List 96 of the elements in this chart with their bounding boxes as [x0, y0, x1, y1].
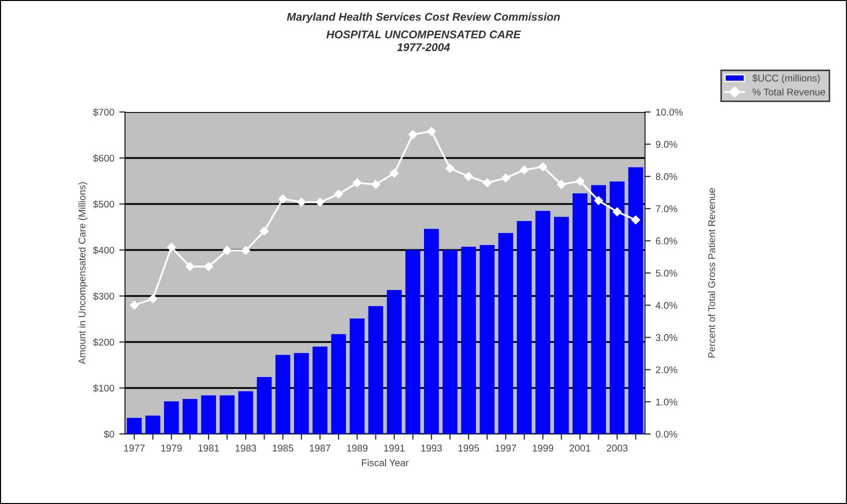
- y2-tick-label: 10.0%: [656, 108, 683, 116]
- y2-tick-label: 0.0%: [656, 430, 678, 438]
- point: [186, 262, 194, 272]
- x-tick-label: 1989: [347, 444, 368, 452]
- point: [130, 300, 139, 310]
- point: [148, 294, 158, 304]
- y-tick-label: $100: [93, 384, 114, 392]
- y2-tick-label: 8.0%: [656, 173, 678, 180]
- point: [166, 242, 176, 252]
- bar: [461, 246, 476, 434]
- bar: [164, 401, 179, 434]
- y2-tick-label: 5.0%: [656, 270, 678, 277]
- point: [482, 178, 492, 188]
- point: [538, 162, 548, 172]
- bar: [256, 376, 272, 434]
- bar: [331, 334, 346, 434]
- y-tick-label: $600: [93, 154, 114, 162]
- x-tick-label: 1979: [161, 444, 182, 452]
- point: [594, 196, 604, 205]
- point: [631, 215, 640, 224]
- point: [612, 207, 622, 216]
- bar: [480, 244, 495, 434]
- point: [352, 178, 362, 188]
- bar: [386, 290, 402, 434]
- bar: [294, 353, 309, 434]
- x-axis-title: Fiscal Year: [362, 459, 409, 466]
- point: [204, 262, 214, 272]
- y2-tick-label: 7.0%: [656, 205, 678, 212]
- chart-title: Maryland Health Services Cost Review Commission: [286, 12, 560, 23]
- y2-tick-label: 2.0%: [656, 366, 678, 374]
- bar: [498, 232, 514, 434]
- bar: [610, 181, 625, 434]
- x-tick-label: 1991: [384, 444, 405, 452]
- x-tick-label: 2001: [570, 444, 590, 452]
- x-tick-label: 1993: [421, 444, 442, 452]
- y2-tick-label: 6.0%: [656, 238, 678, 244]
- bar: [628, 167, 644, 434]
- point: [296, 198, 306, 207]
- y-axis-title: Amount in Uncompensated Care (Millions): [78, 182, 88, 364]
- x-tick-label: 1983: [236, 444, 256, 452]
- point: [501, 174, 510, 182]
- point: [408, 130, 418, 139]
- x-tick-label: 1995: [458, 444, 479, 452]
- legend-label: $UCC (millions): [752, 74, 820, 84]
- point: [576, 176, 584, 186]
- x-tick-label: 1999: [532, 444, 554, 452]
- bar: [424, 228, 439, 434]
- legend-label: % Total Revenue: [752, 88, 826, 96]
- bar: [368, 306, 384, 434]
- point: [464, 172, 474, 181]
- x-tick-label: 1977: [124, 444, 145, 452]
- bar: [535, 210, 550, 434]
- x-tick-label: 1981: [198, 444, 219, 452]
- point: [222, 246, 232, 255]
- x-tick-label: 1997: [496, 444, 516, 452]
- point: [520, 166, 529, 174]
- bar: [145, 416, 160, 434]
- y2-tick-label: 3.0%: [656, 334, 678, 342]
- bar: [312, 346, 328, 434]
- bar: [591, 185, 606, 434]
- point: [390, 168, 399, 178]
- bar: [572, 193, 588, 434]
- y-tick-label: $300: [93, 292, 114, 300]
- point: [556, 180, 566, 189]
- chart-subtitle: HOSPITAL UNCOMPENSATED CARE 1977-2004: [326, 30, 522, 52]
- bar: [405, 250, 420, 434]
- point: [334, 190, 344, 199]
- bar: [126, 418, 142, 434]
- bar: [220, 395, 235, 434]
- point: [446, 164, 454, 173]
- bar: [442, 250, 458, 434]
- y-tick-label: $500: [93, 200, 114, 208]
- point: [241, 246, 250, 255]
- bar: [554, 216, 569, 434]
- x-tick-label: 2003: [606, 444, 628, 452]
- y2-tick-label: 1.0%: [656, 398, 678, 406]
- y-tick-label: $700: [93, 108, 114, 116]
- point: [278, 194, 288, 204]
- y2-tick-label: 9.0%: [656, 140, 678, 148]
- y-tick-label: $200: [93, 338, 114, 346]
- point: [260, 226, 269, 236]
- bar: [275, 354, 290, 434]
- bar: [350, 318, 365, 434]
- bar: [201, 395, 216, 434]
- point: [371, 180, 380, 189]
- x-tick-label: 1987: [310, 444, 330, 452]
- bar: [182, 399, 198, 434]
- y-tick-label: $400: [93, 246, 114, 254]
- y2-tick-label: 4.0%: [656, 302, 678, 309]
- y-tick-label: $0: [104, 430, 114, 438]
- bar: [238, 391, 254, 434]
- bar: [516, 221, 532, 434]
- point: [316, 198, 324, 207]
- point: [426, 126, 436, 136]
- y2-axis-title: Percent of Total Gross Patient Revenue: [708, 188, 716, 358]
- x-tick-label: 1985: [272, 444, 294, 452]
